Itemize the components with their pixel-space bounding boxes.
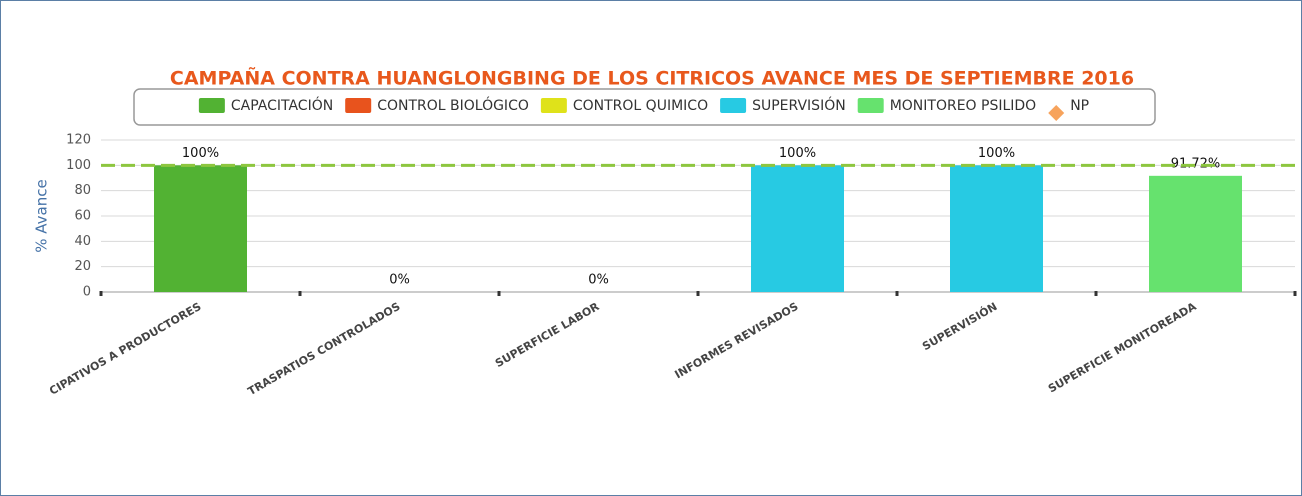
x-tick [895, 291, 899, 296]
legend-swatch [198, 98, 225, 113]
y-tick-label: 40 [74, 234, 91, 249]
bar [950, 165, 1043, 292]
value-label: 0% [588, 273, 609, 288]
y-tick-label: 0 [83, 285, 91, 300]
legend-box [133, 88, 1156, 126]
legend-label: MONITOREO PSILIDO [890, 98, 1037, 114]
x-tick [497, 291, 501, 296]
y-tick-label: 120 [66, 133, 91, 148]
legend-swatch [345, 98, 372, 113]
x-tick [298, 291, 302, 296]
legend-swatch [857, 98, 884, 113]
value-label: 100% [978, 146, 1015, 161]
legend-swatch [540, 98, 567, 113]
value-label: 100% [779, 146, 816, 161]
value-label: 91.72% [1171, 156, 1221, 171]
y-tick-label: 100 [66, 158, 91, 173]
value-label: 100% [182, 146, 219, 161]
legend-label: CONTROL BIOLÓGICO [377, 96, 529, 114]
legend-swatch [720, 98, 747, 113]
x-tick [99, 291, 103, 296]
y-tick-label: 20 [74, 259, 91, 274]
bar [154, 165, 247, 292]
bar [1149, 175, 1242, 292]
legend-marker [1048, 105, 1065, 121]
legend-label: NP [1070, 98, 1089, 114]
y-tick-label: 80 [74, 183, 91, 198]
bar [751, 165, 844, 292]
y-axis-label: % Avance [33, 179, 51, 252]
x-tick [1094, 291, 1098, 296]
legend-label: CAPACITACIÓN [231, 96, 333, 114]
y-tick-label: 60 [74, 209, 91, 224]
legend-label: CONTROL QUIMICO [573, 98, 708, 114]
chart-title: CAMPAÑA CONTRA HUANGLONGBING DE LOS CITR… [170, 66, 1134, 90]
x-tick [696, 291, 700, 296]
x-tick [1293, 291, 1297, 296]
legend: CAPACITACIÓN CONTROL BIOLÓGICO CONTROL QUI… [198, 96, 1089, 121]
legend-label: SUPERVISIÓN [752, 96, 846, 114]
value-label: 0% [389, 273, 410, 288]
